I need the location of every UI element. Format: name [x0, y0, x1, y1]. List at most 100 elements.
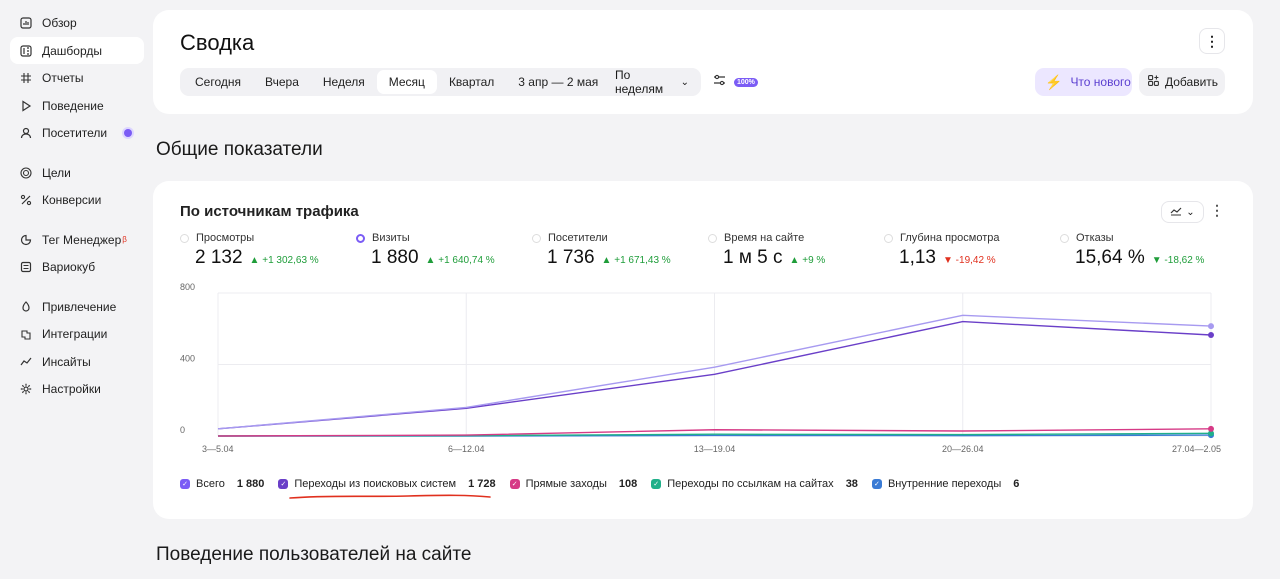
chart-type-button[interactable]: ⌄: [1161, 201, 1204, 223]
sidebar-item-label: Поведение: [42, 98, 104, 113]
sidebar-item-label: Цели: [42, 165, 71, 180]
metric-time-on-site[interactable]: Время на сайте 1 м 5 с ▲ +9 %: [708, 232, 878, 269]
kebab-icon: ⋮: [1205, 32, 1219, 49]
date-range-label: 3 апр — 2 мая: [518, 75, 599, 89]
x-tick-label: 6—12.04: [448, 444, 485, 454]
x-tick-label: 27.04—2.05: [1172, 444, 1221, 454]
series-end-point: [1208, 425, 1214, 432]
legend-item-internal[interactable]: ✓ Внутренние переходы 6: [871, 478, 1020, 490]
checkbox-checked-icon[interactable]: ✓: [651, 479, 662, 489]
conversions-icon: [20, 194, 32, 206]
metric-radio[interactable]: [708, 233, 717, 243]
period-quarter[interactable]: Квартал: [448, 75, 495, 89]
metric-value: 1 м 5 с: [723, 247, 783, 268]
period-month[interactable]: Месяц: [376, 70, 437, 94]
series-line: [217, 314, 1212, 430]
metric-bounce-rate[interactable]: Отказы 15,64 % ▼ -18,62 %: [1060, 232, 1230, 269]
metric-visits[interactable]: Визиты 1 880 ▲ +1 640,74 %: [356, 232, 526, 269]
metric-visitors[interactable]: Посетители 1 736 ▲ +1 671,43 %: [532, 232, 702, 269]
metric-radio[interactable]: [884, 233, 893, 243]
metric-delta: ▲ +9 %: [789, 255, 826, 266]
x-tick-label: 13—19.04: [694, 444, 736, 454]
goals-icon: [20, 166, 32, 179]
metric-radio[interactable]: [1060, 233, 1069, 243]
metric-delta: ▲ +1 640,74 %: [425, 255, 495, 266]
legend-label: Переходы из поисковых систем: [294, 478, 457, 490]
series-line: [217, 428, 1212, 437]
metric-radio[interactable]: [532, 233, 541, 243]
sidebar-item-integrations[interactable]: Интеграции: [10, 320, 144, 347]
legend-item-referral[interactable]: ✓ Переходы по ссылкам на сайтах 38: [651, 478, 858, 490]
sidebar-item-insights[interactable]: Инсайты: [10, 348, 144, 375]
sidebar-item-overview[interactable]: Обзор: [10, 9, 144, 36]
series-end-point: [1208, 323, 1214, 330]
metric-radio[interactable]: [356, 233, 365, 243]
x-tick-label: 3—5.04: [202, 444, 234, 454]
grouping-dropdown[interactable]: По неделям ⌄: [603, 68, 701, 96]
x-tick-label: 20—26.04: [942, 444, 984, 454]
metric-pageviews[interactable]: Просмотры 2 132 ▲ +1 302,63 %: [180, 232, 350, 269]
behavior-icon: [20, 99, 32, 112]
metric-value: 15,64 %: [1075, 247, 1145, 268]
metric-page-depth[interactable]: Глубина просмотра 1,13 ▼ -19,42 %: [884, 232, 1054, 269]
red-underline-annotation: [289, 494, 492, 499]
traffic-line-chart: 0 400 800 3—5.04 6—12.04 13—19.04 20—26.04 27.0…: [180, 282, 1221, 454]
sidebar-item-acquisition[interactable]: Привлечение: [10, 293, 144, 320]
legend-value: 6: [1013, 478, 1020, 490]
sidebar-item-conversions[interactable]: Конверсии: [10, 186, 144, 213]
legend-label: Внутренние переходы: [887, 478, 1002, 490]
metric-value: 2 132: [195, 247, 243, 268]
widget-menu-button[interactable]: ⋮: [1210, 202, 1224, 219]
sidebar-item-reports[interactable]: Отчеты: [10, 64, 144, 91]
period-week[interactable]: Неделя: [322, 75, 365, 89]
metric-radio[interactable]: [180, 233, 189, 243]
legend-item-total[interactable]: ✓ Всего 1 880: [180, 478, 264, 490]
checkbox-checked-icon[interactable]: ✓: [509, 479, 520, 489]
checkbox-checked-icon[interactable]: ✓: [871, 479, 882, 489]
checkbox-checked-icon[interactable]: ✓: [180, 479, 190, 489]
sidebar-item-tag-manager[interactable]: Тег Менеджер β: [10, 226, 144, 253]
sidebar-item-behavior[interactable]: Поведение: [10, 92, 144, 119]
dashboards-icon: [20, 44, 32, 57]
legend-label: Прямые заходы: [525, 478, 607, 490]
metric-value: 1 880: [371, 247, 419, 268]
legend-item-direct[interactable]: ✓ Прямые заходы 108: [509, 478, 638, 490]
legend-value: 108: [618, 478, 638, 490]
filters-button[interactable]: 100%: [707, 68, 759, 96]
sidebar-item-label: Интеграции: [42, 326, 108, 341]
sidebar-item-visitors[interactable]: Посетители: [10, 119, 144, 146]
traffic-sources-widget: По источникам трафика ⌄ ⋮ Просмотры 2 13…: [153, 181, 1253, 519]
grouping-label: По неделям: [615, 68, 664, 96]
sidebar-item-label: Посетители: [42, 125, 108, 140]
notification-dot: [124, 128, 132, 137]
add-widget-icon: [1148, 75, 1159, 89]
tag-manager-icon: [20, 234, 32, 246]
metric-label: Отказы: [1076, 232, 1114, 244]
section-title-general: Общие показатели: [156, 139, 323, 160]
period-today[interactable]: Сегодня: [195, 75, 241, 89]
whats-new-button[interactable]: ⚡ Что нового: [1035, 68, 1132, 96]
settings-icon: [20, 383, 32, 395]
legend-item-search[interactable]: ✓ Переходы из поисковых систем 1 728: [278, 478, 496, 499]
more-menu-button[interactable]: ⋮: [1199, 28, 1225, 54]
metric-delta: ▼ -18,62 %: [1151, 255, 1205, 266]
series-end-point: [1208, 430, 1214, 437]
page-title: Сводка: [180, 30, 255, 55]
chevron-down-icon: ⌄: [1186, 206, 1195, 218]
sidebar-item-variocube[interactable]: Вариокуб: [10, 253, 144, 280]
add-widget-button[interactable]: Добавить: [1139, 68, 1225, 96]
whats-new-label: Что нового: [1070, 75, 1131, 89]
legend-label: Переходы по ссылкам на сайтах: [667, 478, 834, 490]
kebab-icon: ⋮: [1210, 202, 1224, 218]
y-tick-label: 0: [180, 425, 185, 435]
checkbox-checked-icon[interactable]: ✓: [278, 479, 289, 489]
y-tick-label: 400: [180, 354, 195, 364]
metric-label: Глубина просмотра: [900, 232, 1000, 244]
sidebar-item-goals[interactable]: Цели: [10, 159, 144, 186]
metric-label: Визиты: [372, 232, 410, 244]
sidebar-item-dashboards[interactable]: Дашборды: [10, 37, 144, 64]
period-yesterday[interactable]: Вчера: [265, 75, 299, 89]
sidebar-item-label: Конверсии: [42, 192, 102, 207]
sidebar-item-settings[interactable]: Настройки: [10, 375, 144, 402]
variocube-icon: [20, 261, 32, 273]
